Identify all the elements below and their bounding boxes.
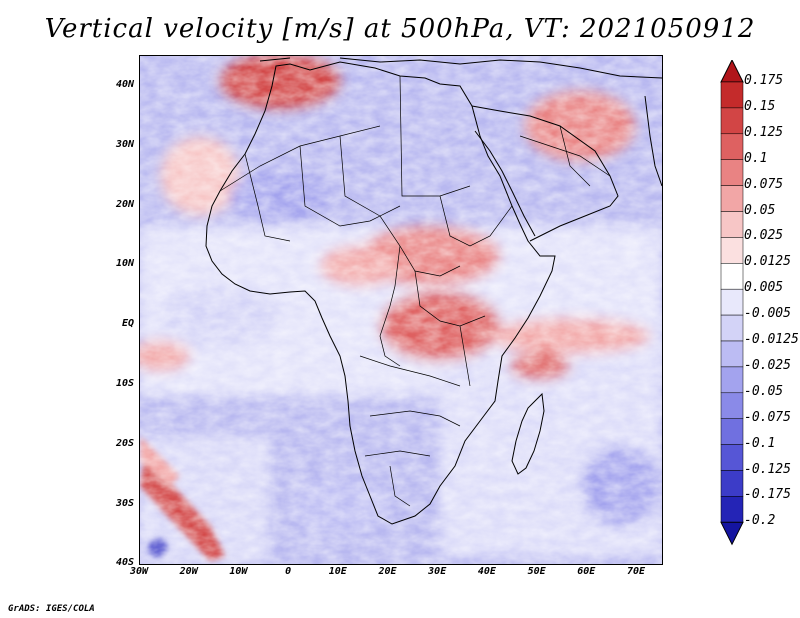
colorbar-tick-label: -0.025 <box>744 357 791 373</box>
colorbar-segment <box>720 211 744 238</box>
lat-label: 10N <box>115 258 134 270</box>
lat-label: EQ <box>121 318 134 330</box>
colorbar-tick-label: 0.075 <box>744 176 784 192</box>
colorbar-tick-label: -0.125 <box>744 461 791 477</box>
lon-label: 50E <box>527 566 546 577</box>
colorbar-tick-label: 0.175 <box>744 73 784 88</box>
colorbar-segment <box>720 340 744 368</box>
coastlines <box>205 57 662 525</box>
colorbar-tick-label: 0.15 <box>744 98 776 114</box>
map-panel <box>139 55 663 565</box>
lon-label: 70E <box>626 566 646 577</box>
colorbar-segment <box>720 366 744 394</box>
colorbar-segment <box>720 444 744 471</box>
colorbar-segment <box>720 263 744 290</box>
lon-label: 20E <box>378 566 397 577</box>
colorbar-tick-label: -0.005 <box>744 306 791 322</box>
lon-label: 0 <box>285 566 292 577</box>
colorbar-tick-label: -0.05 <box>744 383 784 399</box>
colorbar-tick-label: 0.05 <box>744 202 776 218</box>
colorbar <box>720 60 744 546</box>
colorbar-min-arrow <box>720 521 744 546</box>
colorbar-tick-label: 0.1 <box>744 150 768 166</box>
lon-label: 20W <box>179 566 198 577</box>
colorbar-segment <box>720 496 744 523</box>
colorbar-tick-label: -0.0125 <box>744 332 799 347</box>
colorbar-segment <box>720 314 744 342</box>
grads-credit: GrADS: IGES/COLA <box>8 604 95 614</box>
colorbar-tick-label: -0.1 <box>744 435 776 451</box>
colorbar-tick-label: -0.175 <box>744 487 791 503</box>
lon-label: 30E <box>428 566 447 577</box>
chart-title: Vertical velocity [m/s] at 500hPa, VT: 2… <box>44 14 756 44</box>
lon-label: 10E <box>328 566 347 577</box>
colorbar-segment <box>720 418 744 445</box>
colorbar-segment <box>720 392 744 419</box>
colorbar-segment <box>720 185 744 212</box>
colorbar-segment <box>720 470 744 497</box>
lat-label: 10S <box>115 378 134 389</box>
lon-label: 30W <box>129 566 149 577</box>
colorbar-segment <box>720 237 744 264</box>
colorbar-segment <box>720 81 744 109</box>
lon-label: 60E <box>577 566 596 577</box>
lat-label: 30N <box>115 138 134 150</box>
colorbar-segment <box>720 133 744 160</box>
lat-label: 20S <box>115 437 134 449</box>
red-sea <box>474 130 536 237</box>
colorbar-segment <box>720 159 744 186</box>
madagascar-outline <box>511 392 545 475</box>
colorbar-segment <box>720 288 744 316</box>
colorbar-tick-label: 0.0125 <box>744 254 791 270</box>
colorbar-max-arrow <box>720 60 744 83</box>
africa-coastline <box>205 61 556 525</box>
lat-label: 40S <box>115 557 134 569</box>
colorbar-tick-label: 0.125 <box>744 124 784 140</box>
arabian-peninsula <box>471 105 619 242</box>
lat-label: 40N <box>115 79 134 90</box>
colorbar-tick-label: -0.075 <box>744 409 791 425</box>
lat-label: 30S <box>115 497 134 509</box>
colorbar-tick-label: -0.2 <box>744 513 776 529</box>
colorbar-tick-label: 0.025 <box>744 228 784 244</box>
colorbar-tick-label: 0.005 <box>744 280 784 296</box>
lat-label: 20N <box>115 198 134 210</box>
europe-coast <box>259 57 662 79</box>
vertical-velocity-field <box>140 56 662 564</box>
lon-label: 40E <box>477 566 496 577</box>
lon-label: 10W <box>229 566 248 577</box>
india-coast <box>644 95 662 187</box>
colorbar-segment <box>720 107 744 135</box>
country-borders <box>219 75 611 507</box>
